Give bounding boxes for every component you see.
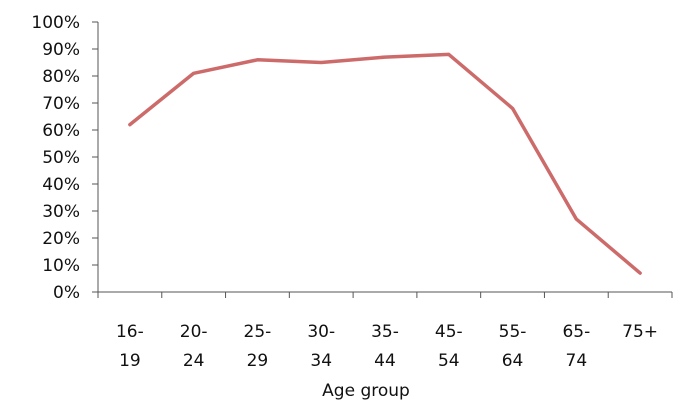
y-tick-label: 30% [42, 202, 80, 222]
y-tick-label: 100% [31, 13, 80, 33]
y-tick-label: 40% [42, 175, 80, 195]
x-tick-label: 75+ [622, 322, 658, 342]
x-tick-label: 35-44 [371, 322, 399, 371]
x-tick-label: 20-24 [180, 322, 208, 371]
y-tick-label: 10% [42, 256, 80, 276]
y-tick-label: 90% [42, 40, 80, 60]
x-tick-label: 16-19 [116, 322, 144, 371]
y-tick-label: 60% [42, 121, 80, 141]
x-tick-label: 25-29 [244, 322, 272, 371]
x-axis: 16-19 20-24 25-29 30-34 35-44 45-54 55-64 65-74… [97, 291, 673, 371]
x-tick-label: 45-54 [435, 322, 463, 371]
series-layer [128, 52, 642, 275]
y-tick-label: 50% [42, 148, 80, 168]
x-tick-label: 55-64 [499, 322, 527, 371]
y-tick-label: 0% [53, 283, 80, 303]
series-line [128, 52, 642, 275]
x-tick-label: 65-74 [562, 322, 590, 371]
x-axis-title: Age group [322, 381, 410, 401]
y-tick-label: 70% [42, 94, 80, 114]
x-tick-label: 30-34 [307, 322, 335, 371]
y-tick-label: 80% [42, 67, 80, 87]
y-tick-label: 20% [42, 229, 80, 249]
y-axis: 0% 10% 20% 30% 40% 50% 60% 70% 80% 90% 100% [31, 13, 99, 303]
